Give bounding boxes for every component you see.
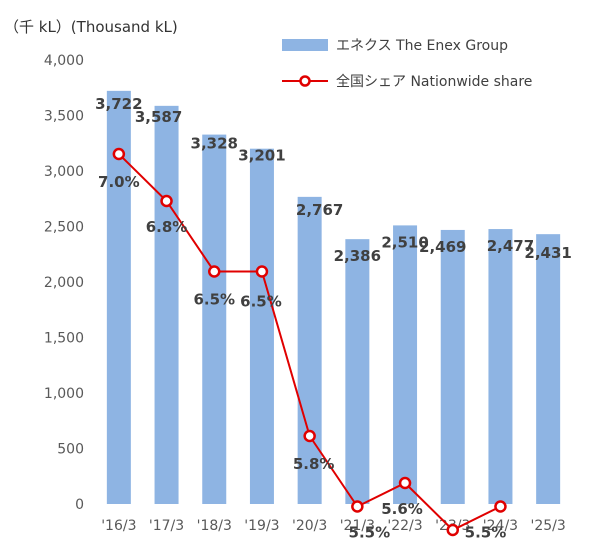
share-value-label: 5.6% — [381, 500, 423, 518]
y-axis: 0 500 1,000 1,500 2,000 2,500 3,000 3,500 4,000 — [44, 53, 84, 513]
y-tick-label: 1,500 — [44, 331, 84, 347]
bar-value-label: 2,469 — [419, 238, 466, 256]
share-point — [494, 500, 507, 513]
bar-value-label: 2,767 — [296, 201, 343, 219]
y-tick-label: 3,000 — [44, 164, 84, 180]
bar-value-label: 2,386 — [334, 247, 381, 265]
bar-value-label: 2,510 — [381, 233, 428, 251]
share-point — [446, 523, 459, 537]
bar — [202, 134, 227, 505]
share-point — [208, 265, 221, 278]
x-tick-label: '20/3 — [292, 518, 327, 534]
share-point — [351, 500, 364, 513]
legend-bar-swatch — [282, 39, 328, 51]
bar — [440, 229, 465, 505]
unit-label: （千 kL）(Thousand kL) — [4, 18, 178, 36]
bar-value-label: 3,722 — [95, 95, 142, 113]
share-value-label: 6.5% — [193, 291, 235, 309]
y-tick-label: 3,500 — [44, 109, 84, 125]
x-tick-label: '19/3 — [244, 518, 279, 534]
share-value-label: 6.5% — [240, 293, 282, 311]
share-line-series — [112, 147, 507, 537]
bar — [536, 234, 561, 504]
bar — [488, 229, 513, 505]
y-tick-label: 2,500 — [44, 220, 84, 236]
y-tick-label: 500 — [57, 442, 84, 458]
share-value-label: 5.8% — [293, 455, 335, 473]
share-point — [112, 147, 126, 161]
bar-value-label: 3,587 — [135, 108, 182, 126]
x-tick-label: '25/3 — [531, 518, 566, 534]
share-point — [303, 429, 316, 443]
y-tick-label: 1,000 — [44, 386, 84, 402]
bar-value-label: 3,201 — [238, 147, 285, 165]
x-tick-label: '17/3 — [149, 518, 184, 534]
y-tick-label: 0 — [75, 497, 84, 513]
bar-value-label: 2,431 — [524, 244, 571, 262]
legend-line-marker — [299, 75, 311, 87]
y-tick-label: 2,000 — [44, 275, 84, 291]
bar — [154, 105, 179, 504]
x-tick-label: '24/3 — [483, 518, 518, 534]
bar — [393, 225, 418, 504]
bar-value-label: 3,328 — [191, 135, 238, 153]
legend-line-label: 全国シェア Nationwide share — [336, 73, 532, 90]
share-value-label: 6.8% — [146, 218, 188, 236]
share-labels: 7.0%6.8%6.5%6.5%5.8%5.5%5.6%5.4%5.5% — [98, 173, 507, 542]
share-value-label: 5.5% — [349, 524, 391, 542]
share-point — [255, 265, 269, 278]
share-point — [160, 194, 173, 208]
bar — [249, 148, 274, 504]
legend: エネクス The Enex Group 全国シェア Nationwide sha… — [282, 38, 532, 90]
bar-series — [106, 90, 561, 505]
share-value-label: 7.0% — [98, 173, 140, 191]
share-value-label: 5.5% — [465, 524, 507, 542]
bar — [297, 196, 322, 504]
y-tick-label: 4,000 — [44, 53, 84, 69]
bar — [345, 239, 370, 505]
legend-bar-label: エネクス The Enex Group — [336, 38, 508, 54]
share-point — [398, 476, 412, 490]
x-tick-label: '21/3 — [340, 518, 375, 534]
x-tick-label: '16/3 — [101, 518, 136, 534]
x-tick-label: '18/3 — [197, 518, 232, 534]
bar-value-label: 2,477 — [487, 237, 534, 255]
x-tick-label: '22/3 — [387, 518, 422, 534]
